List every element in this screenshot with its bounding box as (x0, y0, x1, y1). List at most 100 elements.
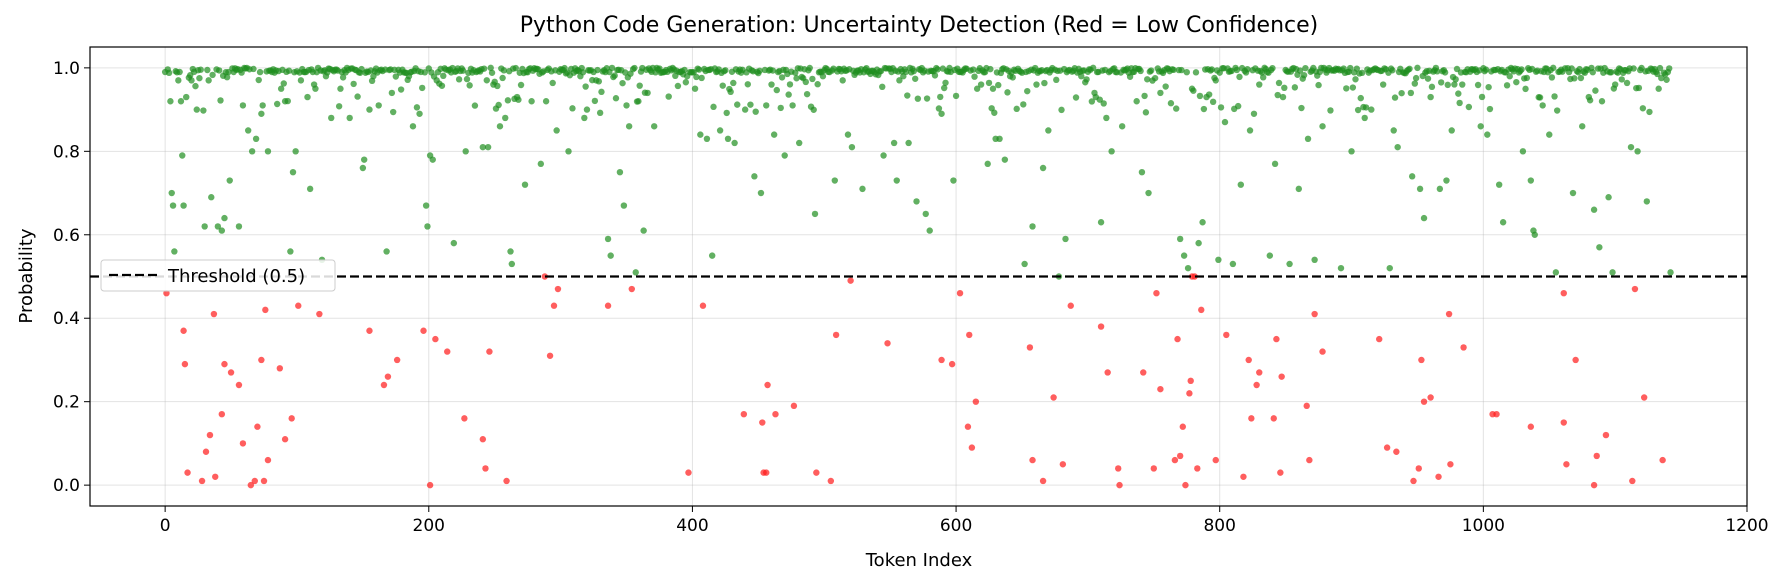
legend: Threshold (0.5) (100, 259, 336, 292)
high-confidence-point (691, 85, 699, 92)
high-confidence-point (1260, 74, 1267, 81)
high-confidence-point (226, 177, 233, 184)
high-confidence-point (1465, 103, 1473, 111)
high-confidence-point (913, 198, 920, 205)
low-confidence-point (1104, 369, 1111, 376)
high-confidence-point (528, 98, 535, 105)
high-confidence-point (751, 173, 758, 180)
low-confidence-point (1572, 356, 1579, 364)
low-confidence-point (295, 302, 302, 309)
high-confidence-point (418, 84, 426, 92)
high-confidence-point (1536, 94, 1544, 101)
low-confidence-point (1590, 481, 1598, 489)
high-confidence-point (388, 89, 396, 97)
low-confidence-point (972, 398, 980, 405)
high-confidence-point (1195, 239, 1202, 247)
low-confidence-point (1278, 373, 1285, 380)
high-confidence-point (1200, 105, 1208, 113)
high-confidence-point (1103, 114, 1110, 122)
high-confidence-point (769, 67, 777, 74)
high-confidence-point (731, 139, 738, 147)
low-confidence-point (1050, 394, 1057, 401)
high-confidence-point (258, 110, 265, 117)
high-confidence-point (248, 148, 256, 155)
high-confidence-point (192, 82, 199, 90)
low-confidence-point (1059, 461, 1067, 468)
high-confidence-point (409, 123, 417, 130)
high-confidence-point (1269, 64, 1276, 72)
high-confidence-point (710, 103, 717, 111)
low-confidence-point (276, 365, 284, 372)
high-confidence-point (1361, 114, 1368, 122)
high-confidence-point (542, 98, 550, 105)
high-confidence-point (1142, 109, 1150, 116)
high-confidence-point (1513, 78, 1520, 86)
high-confidence-point (1478, 93, 1486, 101)
low-confidence-point (1311, 310, 1318, 318)
low-confidence-point (218, 411, 226, 418)
low-confidence-point (968, 444, 976, 451)
high-confidence-point (763, 102, 770, 109)
high-confidence-point (209, 71, 216, 79)
low-confidence-point (554, 285, 562, 293)
high-confidence-point (819, 73, 827, 80)
high-confidence-point (581, 114, 588, 122)
low-confidence-point (1253, 381, 1260, 389)
high-confidence-point (217, 97, 224, 104)
low-confidence-point (604, 302, 612, 309)
low-confidence-point (426, 481, 434, 489)
low-confidence-point (628, 285, 635, 293)
high-confidence-point (991, 109, 998, 116)
low-confidence-point (1187, 377, 1194, 385)
high-confidence-point (1482, 66, 1490, 73)
high-confidence-point (1456, 99, 1463, 107)
high-confidence-point (169, 202, 177, 209)
high-confidence-point (389, 108, 397, 116)
high-confidence-point (802, 78, 809, 86)
high-confidence-point (429, 156, 436, 163)
high-confidence-point (1097, 219, 1105, 226)
high-confidence-point (1203, 93, 1210, 101)
high-confidence-point (1233, 66, 1241, 74)
low-confidence-point (316, 310, 323, 318)
high-confidence-point (196, 74, 203, 82)
high-confidence-point (259, 102, 266, 109)
high-confidence-point (1407, 89, 1415, 97)
low-confidence-point (1067, 302, 1074, 309)
high-confidence-point (1495, 181, 1503, 188)
high-confidence-point (537, 160, 545, 168)
high-confidence-point (328, 114, 335, 122)
high-confidence-point (416, 110, 423, 117)
high-confidence-point (230, 68, 237, 76)
high-confidence-point (176, 68, 183, 76)
high-confidence-point (1391, 94, 1399, 101)
high-confidence-point (1630, 65, 1637, 72)
high-confidence-point (1523, 74, 1531, 82)
high-confidence-point (350, 80, 357, 88)
high-confidence-point (397, 86, 405, 93)
high-confidence-point (734, 101, 741, 108)
high-confidence-point (1577, 74, 1585, 82)
high-confidence-point (583, 106, 591, 113)
low-confidence-point (1116, 481, 1123, 489)
high-confidence-point (598, 88, 605, 96)
high-confidence-point (1353, 65, 1361, 72)
high-confidence-point (1424, 75, 1432, 82)
low-confidence-point (235, 381, 243, 389)
high-confidence-point (831, 177, 838, 184)
high-confidence-point (814, 81, 821, 88)
low-confidence-point (184, 469, 191, 476)
high-confidence-point (935, 105, 943, 112)
low-confidence-point (1427, 394, 1434, 401)
low-confidence-point (254, 423, 261, 430)
high-confidence-point (809, 75, 816, 83)
high-confidence-point (496, 123, 504, 130)
x-tick-label: 600 (940, 516, 972, 536)
high-confidence-point (484, 143, 492, 151)
high-confidence-point (773, 86, 780, 94)
high-confidence-point (168, 189, 175, 197)
high-confidence-point (255, 76, 262, 84)
low-confidence-point (206, 431, 214, 439)
y-tick-label: 0.0 (53, 476, 80, 496)
low-confidence-point (384, 373, 392, 380)
